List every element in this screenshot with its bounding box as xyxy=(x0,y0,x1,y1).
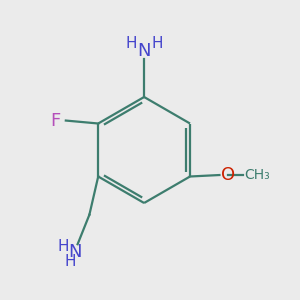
Text: N: N xyxy=(137,42,151,60)
Text: CH₃: CH₃ xyxy=(244,168,270,182)
Text: O: O xyxy=(221,166,235,184)
Text: H: H xyxy=(125,37,136,52)
Text: H: H xyxy=(58,239,69,254)
Text: N: N xyxy=(68,243,81,261)
Text: H: H xyxy=(152,37,163,52)
Text: H: H xyxy=(64,254,76,268)
Text: F: F xyxy=(50,112,61,130)
